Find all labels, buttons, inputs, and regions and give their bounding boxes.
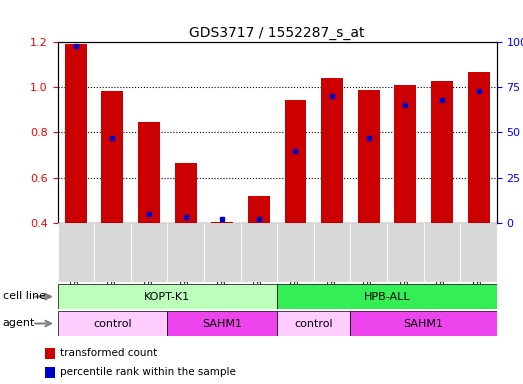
Bar xyxy=(138,122,160,223)
Bar xyxy=(45,348,55,359)
Bar xyxy=(314,223,350,282)
Bar xyxy=(58,284,277,309)
Bar xyxy=(58,311,167,336)
Bar xyxy=(167,223,204,225)
Bar xyxy=(314,223,350,225)
Title: GDS3717 / 1552287_s_at: GDS3717 / 1552287_s_at xyxy=(189,26,365,40)
Bar xyxy=(387,223,424,282)
Bar xyxy=(45,367,55,378)
Bar xyxy=(175,163,197,223)
Bar xyxy=(167,311,277,336)
Bar xyxy=(94,223,131,282)
Bar xyxy=(387,223,424,225)
Bar xyxy=(65,45,87,223)
Bar xyxy=(94,223,131,225)
Bar xyxy=(131,223,167,225)
Text: cell line: cell line xyxy=(3,291,46,301)
Text: SAHM1: SAHM1 xyxy=(404,318,444,329)
Bar xyxy=(394,85,416,223)
Text: control: control xyxy=(93,318,132,329)
Bar xyxy=(241,223,277,225)
Bar xyxy=(350,311,497,336)
Text: percentile rank within the sample: percentile rank within the sample xyxy=(60,367,236,377)
Bar xyxy=(468,71,490,223)
Text: transformed count: transformed count xyxy=(60,348,157,358)
Bar xyxy=(321,78,343,223)
Text: HPB-ALL: HPB-ALL xyxy=(363,291,411,302)
Bar xyxy=(358,89,380,223)
Bar xyxy=(424,223,460,282)
Bar xyxy=(431,81,453,223)
Bar xyxy=(277,223,314,282)
Bar xyxy=(211,222,233,223)
Bar xyxy=(241,223,277,282)
Bar xyxy=(167,223,204,282)
Bar xyxy=(350,223,387,282)
Bar xyxy=(131,223,167,282)
Bar xyxy=(277,284,497,309)
Bar xyxy=(285,100,306,223)
Bar xyxy=(350,223,387,225)
Text: SAHM1: SAHM1 xyxy=(202,318,242,329)
Bar xyxy=(204,223,241,225)
Bar xyxy=(277,311,350,336)
Bar xyxy=(58,223,94,282)
Text: KOPT-K1: KOPT-K1 xyxy=(144,291,190,302)
Bar xyxy=(248,195,270,223)
Bar xyxy=(460,223,497,225)
Text: control: control xyxy=(294,318,333,329)
Bar xyxy=(101,91,123,223)
Bar xyxy=(424,223,460,225)
Bar xyxy=(204,223,241,282)
Bar xyxy=(58,223,94,225)
Text: agent: agent xyxy=(3,318,35,328)
Bar xyxy=(277,223,314,225)
Bar xyxy=(460,223,497,282)
